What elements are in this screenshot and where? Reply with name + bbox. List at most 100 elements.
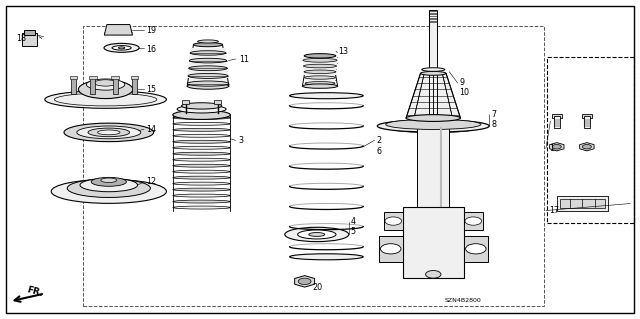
Bar bbox=[552, 114, 562, 118]
Bar bbox=[304, 69, 336, 75]
Ellipse shape bbox=[173, 122, 230, 125]
Text: 11: 11 bbox=[239, 55, 249, 63]
Text: 4: 4 bbox=[351, 217, 356, 226]
Circle shape bbox=[465, 217, 482, 225]
Ellipse shape bbox=[173, 146, 230, 149]
Polygon shape bbox=[379, 236, 403, 262]
Text: 6: 6 bbox=[376, 147, 381, 156]
Text: 3: 3 bbox=[239, 136, 244, 145]
Ellipse shape bbox=[173, 188, 230, 191]
Bar bbox=[582, 114, 592, 118]
Ellipse shape bbox=[305, 76, 335, 79]
Ellipse shape bbox=[391, 124, 476, 133]
Ellipse shape bbox=[289, 254, 364, 260]
Bar bbox=[547, 57, 634, 223]
Polygon shape bbox=[104, 25, 132, 35]
Text: 19: 19 bbox=[146, 26, 156, 35]
Ellipse shape bbox=[386, 119, 481, 130]
Ellipse shape bbox=[79, 80, 133, 99]
Ellipse shape bbox=[77, 126, 141, 139]
Circle shape bbox=[582, 145, 591, 149]
Text: SZN4B2800: SZN4B2800 bbox=[445, 298, 481, 303]
Ellipse shape bbox=[187, 81, 229, 86]
Text: 20: 20 bbox=[312, 283, 323, 292]
Text: 5: 5 bbox=[351, 227, 356, 236]
Text: 9: 9 bbox=[460, 78, 465, 87]
Bar bbox=[24, 30, 35, 35]
Ellipse shape bbox=[173, 176, 230, 179]
Ellipse shape bbox=[285, 227, 349, 242]
Circle shape bbox=[298, 278, 311, 285]
Circle shape bbox=[466, 244, 486, 254]
Bar bbox=[189, 63, 227, 71]
Ellipse shape bbox=[88, 128, 130, 137]
Bar bbox=[71, 78, 76, 94]
Ellipse shape bbox=[104, 43, 140, 52]
Bar bbox=[113, 78, 118, 94]
Bar bbox=[214, 100, 221, 104]
Ellipse shape bbox=[309, 233, 325, 236]
Ellipse shape bbox=[86, 79, 125, 90]
Ellipse shape bbox=[198, 40, 218, 43]
Polygon shape bbox=[384, 212, 403, 230]
Bar bbox=[188, 71, 228, 78]
Bar bbox=[111, 76, 119, 79]
Ellipse shape bbox=[406, 115, 461, 122]
Ellipse shape bbox=[173, 170, 230, 173]
Ellipse shape bbox=[173, 134, 230, 137]
Bar bbox=[429, 10, 437, 118]
Ellipse shape bbox=[118, 47, 125, 49]
Ellipse shape bbox=[80, 178, 138, 192]
Bar bbox=[132, 78, 137, 94]
Circle shape bbox=[426, 271, 441, 278]
Ellipse shape bbox=[173, 128, 230, 131]
Ellipse shape bbox=[304, 70, 336, 74]
Ellipse shape bbox=[67, 179, 150, 197]
Bar bbox=[189, 56, 227, 63]
Text: 14: 14 bbox=[146, 125, 156, 134]
Ellipse shape bbox=[303, 64, 337, 68]
Ellipse shape bbox=[112, 46, 131, 50]
Ellipse shape bbox=[173, 194, 230, 197]
Ellipse shape bbox=[173, 152, 230, 155]
Ellipse shape bbox=[187, 83, 229, 89]
Ellipse shape bbox=[378, 120, 490, 132]
Text: FR.: FR. bbox=[26, 285, 44, 298]
Bar bbox=[584, 116, 590, 128]
Text: 16: 16 bbox=[146, 45, 156, 54]
Bar bbox=[90, 78, 95, 94]
Circle shape bbox=[380, 244, 401, 254]
Ellipse shape bbox=[305, 82, 335, 85]
Ellipse shape bbox=[173, 200, 230, 203]
Polygon shape bbox=[463, 212, 483, 230]
Bar bbox=[305, 80, 335, 86]
Circle shape bbox=[552, 145, 561, 149]
Ellipse shape bbox=[98, 130, 120, 135]
Ellipse shape bbox=[173, 116, 230, 119]
Ellipse shape bbox=[289, 93, 364, 99]
Ellipse shape bbox=[173, 206, 230, 209]
Text: 10: 10 bbox=[460, 88, 470, 97]
Ellipse shape bbox=[45, 91, 166, 108]
Polygon shape bbox=[463, 236, 488, 262]
Ellipse shape bbox=[173, 164, 230, 167]
Ellipse shape bbox=[304, 54, 336, 58]
Bar bbox=[303, 57, 337, 63]
Ellipse shape bbox=[54, 93, 157, 106]
Ellipse shape bbox=[64, 123, 154, 142]
Ellipse shape bbox=[173, 110, 230, 119]
Polygon shape bbox=[550, 143, 564, 151]
Bar bbox=[190, 48, 226, 56]
Bar bbox=[554, 116, 560, 128]
Text: 17: 17 bbox=[549, 206, 559, 215]
Ellipse shape bbox=[190, 51, 226, 55]
Polygon shape bbox=[294, 276, 315, 287]
Bar bbox=[131, 76, 138, 79]
Text: 12: 12 bbox=[146, 177, 156, 186]
Text: 2: 2 bbox=[376, 136, 381, 145]
Ellipse shape bbox=[303, 58, 337, 62]
Bar bbox=[83, 26, 544, 306]
Bar bbox=[305, 75, 335, 80]
Bar bbox=[182, 100, 189, 104]
Ellipse shape bbox=[92, 177, 127, 186]
